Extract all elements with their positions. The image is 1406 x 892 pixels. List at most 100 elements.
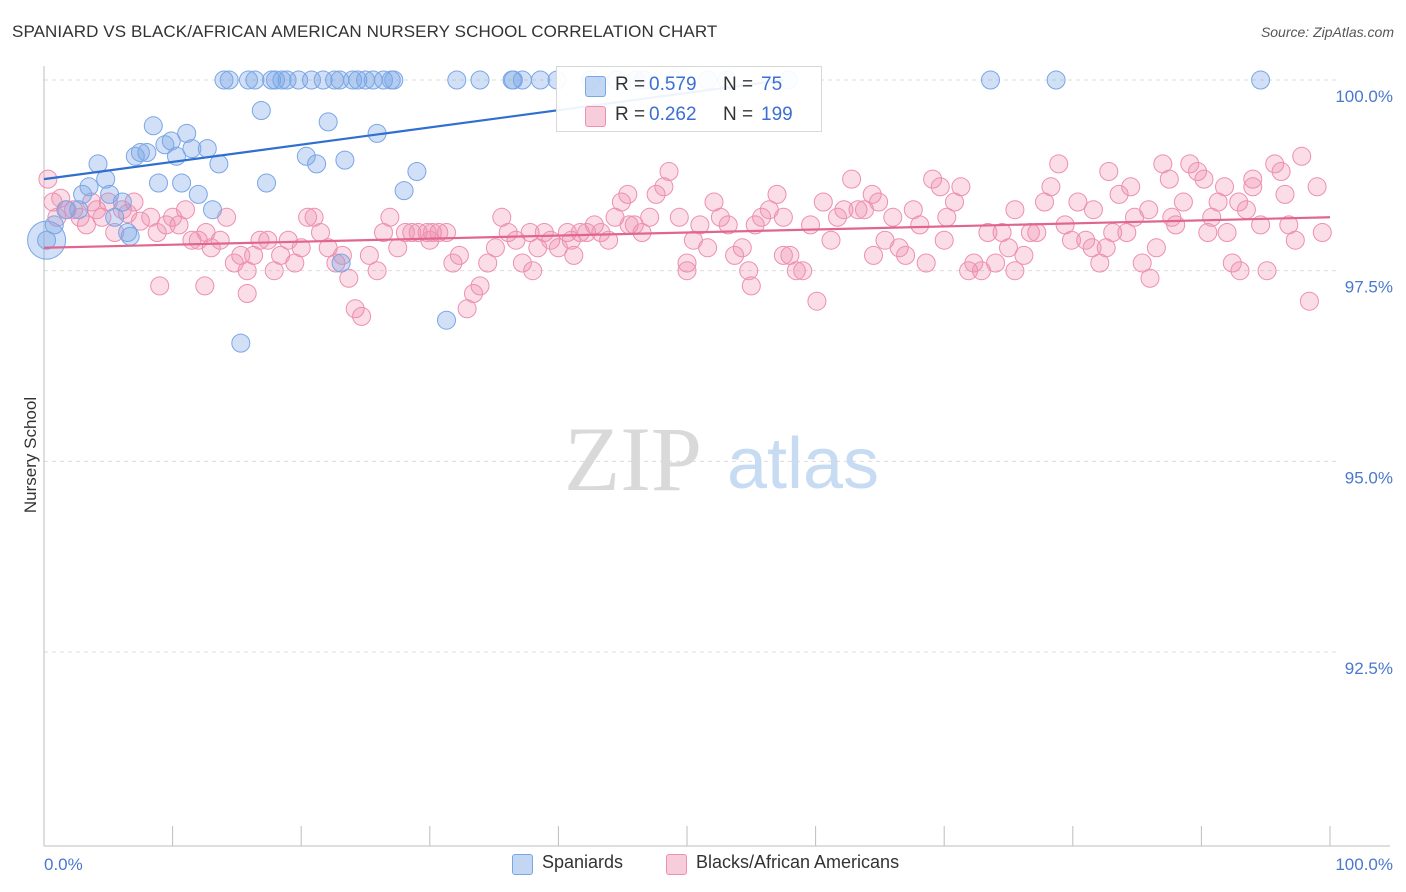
data-point: [64, 200, 84, 220]
data-point: [698, 238, 718, 258]
data-point: [367, 261, 387, 281]
data-point: [1180, 154, 1200, 174]
watermark: ZIP atlas: [564, 408, 879, 510]
data-point: [384, 70, 404, 90]
data-point: [195, 276, 215, 296]
data-point: [380, 207, 400, 227]
data-point: [291, 238, 311, 258]
data-point: [883, 207, 903, 227]
data-point: [44, 215, 64, 235]
data-point: [339, 268, 359, 288]
data-point: [407, 162, 427, 181]
data-point: [374, 70, 393, 90]
data-point: [834, 200, 854, 220]
data-point: [245, 70, 265, 90]
data-point: [591, 223, 611, 242]
data-point: [73, 184, 93, 204]
data-point: [864, 245, 883, 265]
data-point: [577, 223, 597, 242]
data-point: [105, 223, 125, 242]
data-point: [345, 299, 365, 319]
data-point: [1257, 261, 1277, 281]
data-point: [150, 276, 170, 296]
data-point: [118, 223, 138, 242]
data-point: [464, 284, 483, 303]
data-point: [1312, 223, 1332, 242]
n-value: 75: [761, 74, 783, 95]
data-point: [335, 150, 355, 170]
data-point: [1041, 177, 1061, 197]
data-point: [1005, 200, 1025, 220]
data-point: [203, 200, 222, 220]
data-point: [237, 284, 257, 303]
data-point: [1236, 200, 1256, 220]
swatch-pink: [666, 854, 687, 875]
data-point: [916, 253, 936, 273]
data-point: [786, 261, 806, 281]
data-point: [69, 200, 89, 220]
legend-label: Blacks/African Americans: [696, 852, 900, 872]
data-point: [251, 101, 271, 120]
data-point: [1046, 70, 1066, 90]
data-point: [1251, 215, 1271, 235]
data-point: [896, 245, 916, 265]
data-point: [1173, 192, 1193, 212]
data-point: [889, 238, 909, 258]
data-point: [745, 215, 765, 235]
data-point: [155, 135, 175, 155]
data-point: [437, 223, 456, 242]
data-point: [257, 173, 276, 193]
data-point: [677, 253, 697, 273]
data-point: [313, 70, 333, 90]
data-point: [512, 253, 532, 273]
data-point: [51, 188, 71, 208]
data-point: [1121, 177, 1141, 197]
tick-labels: 100.0% 97.5% 95.0% 92.5% 0.0% 100.0%: [44, 87, 1393, 874]
data-point: [143, 116, 163, 136]
data-point: [76, 215, 96, 235]
data-point: [161, 131, 181, 151]
data-point: [1099, 162, 1119, 181]
data-point: [561, 230, 581, 250]
data-point: [348, 70, 368, 90]
data-point: [930, 177, 950, 197]
data-point: [530, 70, 550, 90]
data-point: [1068, 192, 1088, 212]
data-point: [307, 154, 327, 174]
swatch-blue: [585, 76, 606, 97]
data-point: [266, 70, 285, 90]
data-point: [449, 245, 469, 265]
data-point: [677, 261, 697, 281]
data-point: [112, 192, 132, 212]
data-point: [813, 192, 833, 212]
data-point: [420, 230, 440, 250]
data-point: [298, 207, 318, 227]
data-point: [564, 245, 584, 265]
data-point: [470, 276, 490, 296]
data-point: [986, 253, 1006, 273]
data-point: [1307, 177, 1327, 197]
data-point: [1285, 230, 1305, 250]
y-tick-label: 92.5%: [1345, 659, 1393, 678]
data-point: [793, 261, 813, 281]
data-point: [512, 70, 532, 90]
data-point: [177, 123, 197, 143]
data-point: [611, 192, 631, 212]
legend-label: Spaniards: [542, 852, 624, 872]
data-point: [869, 192, 889, 212]
data-point: [176, 200, 195, 220]
data-point: [352, 306, 372, 326]
data-point: [219, 70, 239, 90]
data-point: [669, 207, 689, 227]
data-point: [1082, 238, 1102, 258]
n-value: 199: [761, 104, 793, 125]
data-point: [417, 223, 437, 242]
data-point: [188, 184, 208, 204]
data-point: [1132, 253, 1152, 273]
data-point: [1014, 245, 1034, 265]
data-point: [130, 211, 150, 231]
data-point: [447, 70, 467, 90]
data-point: [1215, 177, 1234, 197]
data-point: [1229, 192, 1249, 212]
data-point: [1146, 238, 1166, 258]
